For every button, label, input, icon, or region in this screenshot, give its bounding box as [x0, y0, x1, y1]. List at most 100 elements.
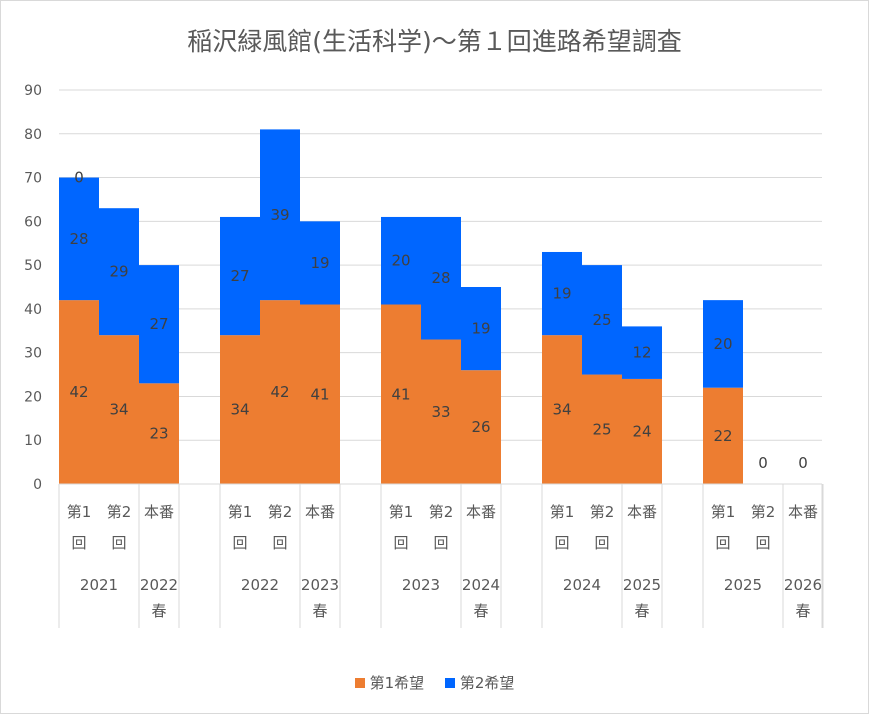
data-label-first-choice: 25: [592, 420, 611, 438]
data-label-first-choice: 34: [552, 401, 571, 419]
data-label-second-choice: 27: [230, 267, 249, 285]
data-label-second-choice: 20: [391, 252, 410, 270]
bar-first-choice: [260, 300, 300, 484]
data-label-second-choice: 12: [632, 344, 651, 362]
data-label-second-choice: 25: [592, 311, 611, 329]
y-tick-label: 0: [33, 477, 42, 493]
round-label: 第2: [107, 503, 132, 521]
spring-label: 春: [151, 602, 166, 620]
spring-label: 2026: [784, 576, 822, 594]
data-label-first-choice: 34: [230, 401, 249, 419]
chart-title: 稲沢緑風館(生活科学)〜第１回進路希望調査: [187, 27, 682, 56]
bar-first-choice: [220, 335, 260, 484]
data-label-second-choice: 19: [310, 254, 329, 272]
bar-first-choice: [59, 300, 99, 484]
year-label: 2025: [724, 576, 762, 594]
bar-first-choice: [461, 370, 501, 484]
year-label: 2023: [402, 576, 440, 594]
round-label: 本番: [627, 503, 657, 521]
bar-second-choice: [381, 216, 421, 305]
data-label-first-choice: 42: [69, 383, 88, 401]
round-label: 回: [232, 534, 247, 552]
bar-second-choice: [703, 300, 743, 388]
bar-second-choice: [542, 251, 582, 336]
legend-label-second-choice: 第2希望: [459, 674, 515, 692]
round-label: 第1: [550, 503, 575, 521]
round-label: 第2: [590, 503, 615, 521]
bar-second-choice: [139, 265, 179, 384]
spring-label: 2025: [623, 576, 661, 594]
data-label-second-choice: 28: [69, 230, 88, 248]
spring-label: 春: [795, 602, 810, 620]
legend-item-first-choice: 第1希望: [354, 672, 424, 693]
bar-second-choice: [260, 129, 300, 301]
data-label-first-choice: 41: [310, 385, 329, 403]
data-label-first-choice: 34: [109, 401, 128, 419]
round-label: 回: [272, 534, 287, 552]
data-label-extra: 0: [74, 169, 84, 187]
y-tick-label: 90: [24, 83, 42, 99]
legend-item-second-choice: 第2希望: [444, 672, 515, 693]
bar-second-choice: [421, 216, 461, 340]
round-label: 第1: [228, 503, 253, 521]
round-label: 回: [433, 534, 448, 552]
round-label: 回: [554, 534, 569, 552]
bar-first-choice: [703, 387, 743, 484]
data-label-second-choice: 29: [109, 263, 128, 281]
round-label: 第2: [429, 503, 454, 521]
bar-first-choice: [542, 335, 582, 484]
year-label: 2024: [563, 576, 601, 594]
y-tick-label: 30: [24, 346, 42, 362]
data-label-second-choice: 39: [270, 206, 289, 224]
data-label-second-choice: 27: [149, 315, 168, 333]
data-label-first-choice: 42: [270, 383, 289, 401]
y-tick-label: 40: [24, 302, 42, 318]
bar-first-choice: [622, 378, 662, 484]
bar-first-choice: [99, 335, 139, 484]
year-label: 2021: [80, 576, 118, 594]
round-label: 第1: [67, 503, 92, 521]
bar-second-choice: [99, 208, 139, 336]
round-label: 本番: [466, 503, 496, 521]
bar-first-choice: [300, 304, 340, 484]
spring-label: 2024: [462, 576, 500, 594]
spring-label: 春: [473, 602, 488, 620]
round-label: 回: [755, 534, 770, 552]
bar-second-choice: [220, 216, 260, 336]
data-label-second-choice: 20: [713, 335, 732, 353]
legend: 第1希望 第2希望: [0, 672, 869, 693]
bar-second-choice: [622, 326, 662, 379]
bar-second-choice: [461, 287, 501, 371]
legend-swatch-first-choice: [354, 677, 365, 688]
data-label-second-choice: 19: [552, 285, 571, 303]
round-label: 第2: [268, 503, 293, 521]
legend-swatch-second-choice: [444, 677, 455, 688]
round-label: 回: [393, 534, 408, 552]
y-tick-label: 10: [24, 433, 42, 449]
round-label: 回: [715, 534, 730, 552]
round-label: 回: [71, 534, 86, 552]
bar-second-choice: [300, 221, 340, 305]
data-label-first-choice: 24: [632, 422, 651, 440]
round-label: 回: [111, 534, 126, 552]
data-label-first-choice: 0: [758, 454, 768, 472]
y-tick-label: 20: [24, 389, 42, 405]
spring-label: 2023: [301, 576, 339, 594]
data-label-first-choice: 22: [713, 427, 732, 445]
bar-first-choice: [582, 374, 622, 484]
data-label-second-choice: 19: [471, 320, 490, 338]
bar-first-choice: [421, 339, 461, 484]
data-label-second-choice: 28: [431, 269, 450, 287]
bar-first-choice: [381, 304, 421, 484]
spring-label: 春: [312, 602, 327, 620]
year-label: 2022: [241, 576, 279, 594]
bar-second-choice: [582, 265, 622, 375]
y-tick-label: 50: [24, 258, 42, 274]
round-label: 第2: [751, 503, 776, 521]
round-label: 第1: [389, 503, 414, 521]
data-label-first-choice: 33: [431, 403, 450, 421]
data-label-first-choice: 23: [149, 425, 168, 443]
y-tick-label: 70: [24, 171, 42, 187]
round-label: 本番: [305, 503, 335, 521]
y-tick-label: 80: [24, 127, 42, 143]
